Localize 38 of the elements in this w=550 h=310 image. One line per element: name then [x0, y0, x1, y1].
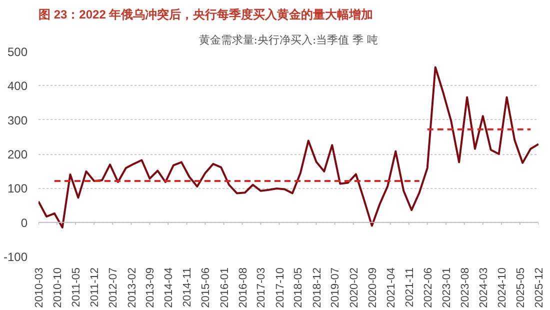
x-tick-label: 2021-11 [404, 267, 416, 308]
x-tick-label: 2010-03 [34, 267, 46, 308]
x-tick-label: 2025-12 [534, 267, 546, 308]
x-tick-label: 2013-09 [144, 267, 157, 308]
y-tick-label: 0 [20, 216, 28, 230]
x-tick-label: 2014-11 [182, 267, 194, 308]
x-tick-label: 2018-05 [292, 267, 305, 308]
x-tick-label: 2020-09 [366, 267, 379, 308]
x-tick-label: 2012-07 [108, 267, 120, 308]
x-tick-label: 2025-05 [514, 267, 527, 308]
y-tick-label: 200 [7, 148, 28, 162]
x-tick-label: 2017-10 [274, 267, 286, 308]
y-tick-label: 400 [7, 79, 28, 94]
x-tick-label: 2017-03 [256, 267, 268, 308]
chart-title: 图 23：2022 年俄乌冲突后，央行每季度买入黄金的量大幅增加 [38, 8, 374, 22]
x-tick-label: 2024-03 [478, 267, 490, 308]
x-tick-label: 2015-06 [200, 267, 212, 308]
x-tick-label: 2023-08 [459, 267, 472, 308]
x-tick-label: 2016-08 [237, 267, 250, 308]
x-tick-label: 2010-10 [52, 267, 64, 308]
x-tick-label: 2021-04 [385, 267, 398, 308]
y-tick-label: -100 [3, 250, 28, 264]
x-tick-label: 2024-10 [496, 267, 508, 308]
x-tick-label: 2019-07 [330, 267, 342, 308]
x-tick-label: 2022-06 [422, 267, 434, 308]
x-tick-label: 2013-02 [126, 267, 138, 308]
chart-subtitle: 黄金需求量:央行净买入:当季值 季 吨 [198, 34, 378, 46]
x-tick-label: 2020-02 [348, 267, 360, 308]
x-tick-label: 2018-12 [311, 267, 324, 308]
x-tick-label: 2011-05 [70, 267, 83, 308]
y-tick-label: 300 [7, 113, 28, 128]
x-tick-label: 2014-04 [163, 267, 176, 308]
x-tick-label: 2016-01 [218, 267, 231, 308]
y-tick-label: 100 [7, 182, 28, 196]
y-tick-label: 500 [7, 45, 28, 59]
x-tick-label: 2023-01 [440, 267, 453, 308]
x-tick-label: 2011-12 [89, 267, 102, 308]
line-series [38, 66, 538, 228]
